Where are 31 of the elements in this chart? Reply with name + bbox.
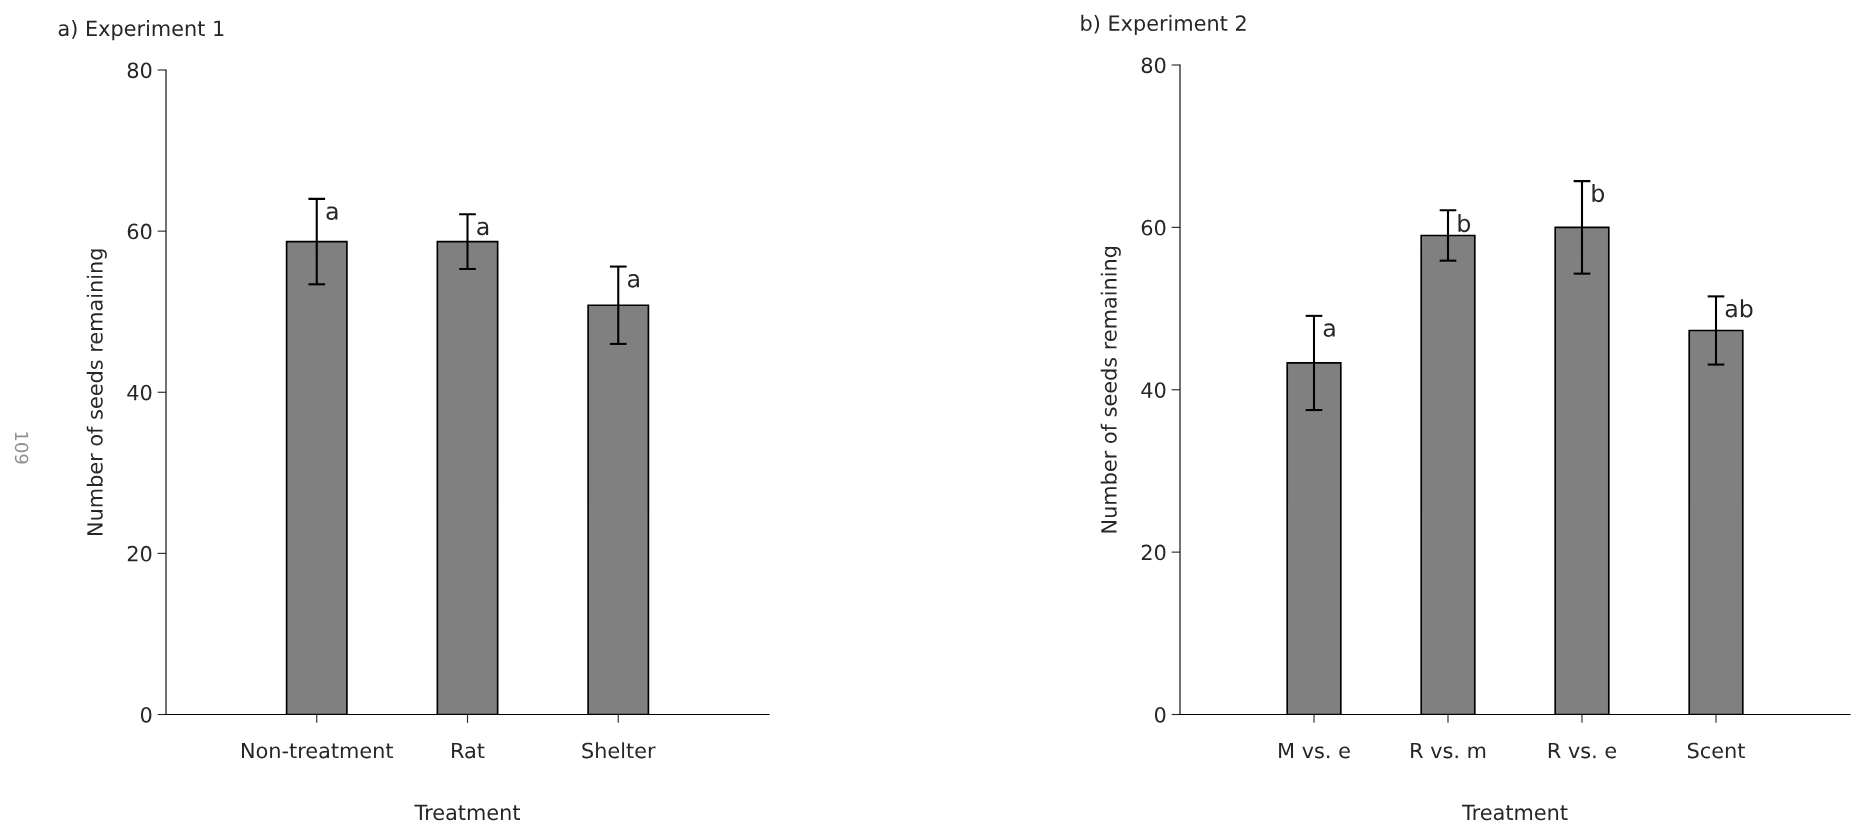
y-tick-label: 60: [127, 223, 152, 240]
annotation: a: [628, 274, 639, 288]
chart-title: b) Experiment 2: [1081, 14, 1246, 36]
x-tick-label: R vs. e: [1548, 742, 1617, 759]
x-tick-label: Scent: [1687, 742, 1745, 759]
annotation: a: [326, 206, 338, 220]
y-tick-label: 0: [1154, 706, 1166, 723]
y-tick-label: 80: [1141, 57, 1166, 74]
annotation: b: [1458, 213, 1471, 233]
x-tick-label: M vs. e: [1279, 742, 1350, 759]
annotation: ab: [1725, 299, 1753, 318]
x-tick-label: R vs. m: [1411, 742, 1486, 759]
y-tick-label: 0: [140, 706, 152, 723]
x-axis-title: Treatment: [1461, 804, 1568, 821]
x-tick-label: Rat: [452, 742, 485, 759]
y-tick-label: 40: [1141, 382, 1166, 398]
annotation: b: [1592, 183, 1605, 203]
text: 109: [14, 432, 29, 464]
chart-title: a) Experiment 1: [58, 20, 224, 41]
y-tick-label: 40: [127, 384, 152, 401]
x-tick-label: Shelter: [582, 742, 656, 759]
y-axis-title: Number of seeds remaining: [86, 249, 107, 535]
y-tick-label: 20: [1141, 544, 1166, 561]
y-axis-title: Number of seeds remaining: [1100, 246, 1121, 533]
annotation: a: [1323, 323, 1335, 337]
y-tick-label: 60: [1141, 219, 1166, 236]
y-tick-label: 20: [127, 545, 152, 562]
x-tick-label: Non-treatment: [242, 742, 394, 759]
x-axis-title: Treatment: [414, 804, 520, 821]
annotation: a: [477, 221, 489, 236]
y-tick-label: 80: [127, 62, 152, 79]
